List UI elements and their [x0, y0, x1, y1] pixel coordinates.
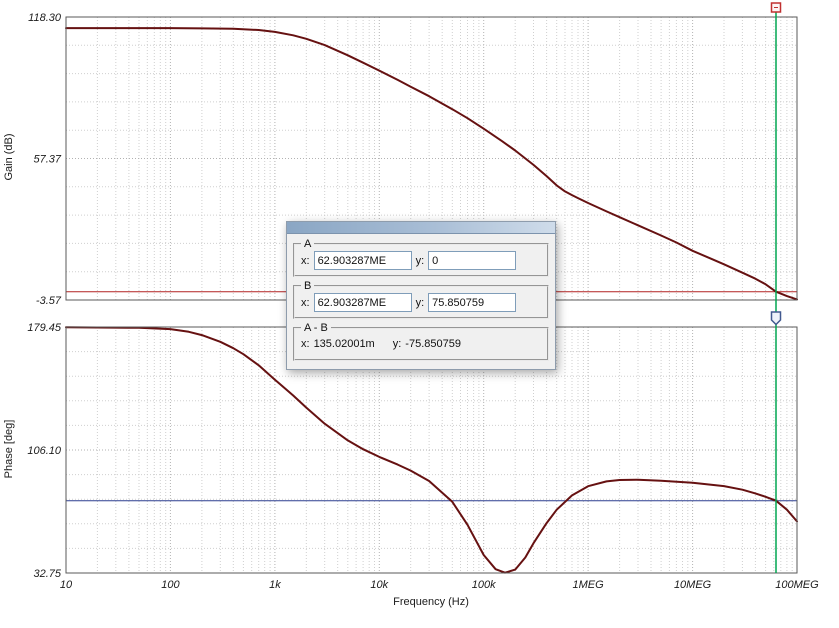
cursor-a-y-input[interactable] [428, 251, 517, 270]
x-tick-label: 100k [472, 579, 496, 591]
cursor-b-x-label: x: [301, 296, 310, 309]
gain-curve [65, 27, 798, 301]
x-tick-label: 1MEG [573, 579, 605, 591]
x-tick-label: 10MEG [674, 579, 712, 591]
cursor-a-x-input[interactable] [313, 251, 412, 270]
y-tick-label: 179.45 [27, 322, 62, 334]
cursor-b-handle-icon[interactable] [770, 311, 782, 326]
cursor-b-y-input[interactable] [428, 293, 517, 312]
cursor-delta-group-label: A - B [304, 322, 328, 334]
y-tick-label: 106.10 [27, 445, 62, 457]
delta-y-label: y: [392, 338, 402, 350]
cursor-a-group: A x: y: [293, 238, 549, 277]
dialog-titlebar[interactable] [287, 222, 555, 234]
x-tick-label: 100 [161, 579, 180, 591]
cursor-b-group-label: B [304, 280, 312, 292]
x-tick-label: 1k [269, 579, 281, 591]
gain-axis-label: Gain (dB) [3, 133, 15, 181]
cursor-dialog[interactable]: A x: y: B x: y: A - B [286, 221, 556, 370]
cursor-delta-group: A - B x: 135.02001m y: -75.850759 [293, 322, 549, 361]
y-tick-label: 57.37 [33, 154, 61, 166]
delta-y-value: -75.850759 [405, 338, 461, 350]
y-tick-label: 32.75 [33, 568, 61, 580]
y-tick-label: 118.30 [28, 12, 62, 24]
phase-curve [65, 326, 798, 574]
cursor-b-group: B x: y: [293, 280, 549, 319]
cursor-a-x-label: x: [301, 254, 310, 267]
phase-axis-label: Phase [deg] [3, 419, 15, 479]
cursor-a-group-label: A [304, 238, 312, 250]
cursor-b-x-input[interactable] [313, 293, 412, 312]
x-tick-label: 100MEG [775, 579, 819, 591]
delta-x-label: x: [301, 338, 310, 350]
delta-x-value: 135.02001m [313, 338, 375, 350]
frequency-axis-label: Frequency (Hz) [393, 596, 469, 608]
x-tick-label: 10 [60, 579, 73, 591]
cursor-a-y-label: y: [415, 254, 425, 267]
y-tick-label: -3.57 [36, 295, 62, 307]
x-tick-label: 10k [370, 579, 388, 591]
dialog-body: A x: y: B x: y: A - B [287, 234, 555, 369]
cursor-b-y-label: y: [415, 296, 425, 309]
